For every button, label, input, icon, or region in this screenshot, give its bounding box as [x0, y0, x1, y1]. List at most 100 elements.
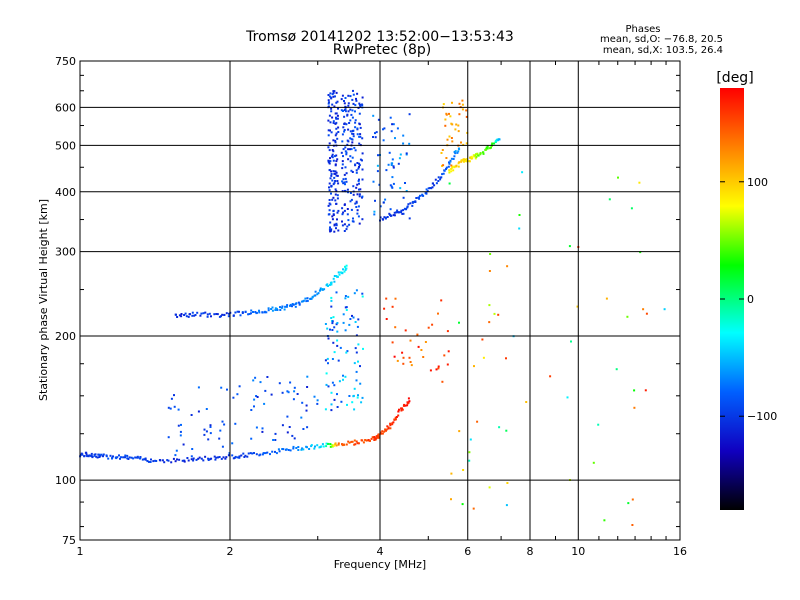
scatter-point [383, 127, 386, 130]
scatter-point [395, 211, 398, 214]
scatter-point [474, 157, 477, 160]
scatter-point [361, 178, 364, 181]
scatter-point [342, 178, 345, 181]
scatter-point [347, 148, 350, 151]
scatter-point [497, 313, 500, 316]
scatter-point [444, 124, 447, 127]
scatter-point [383, 216, 386, 219]
scatter-point [270, 393, 273, 396]
scatter-point [334, 180, 337, 182]
scatter-point [443, 354, 446, 357]
scatter-point [470, 157, 473, 160]
scatter-point [346, 225, 349, 228]
scatter-point [351, 171, 354, 173]
scatter-point [420, 349, 423, 351]
scatter-point [376, 170, 379, 173]
scatter-point [190, 455, 193, 458]
scatter-point [179, 434, 182, 437]
scatter-point [336, 100, 339, 103]
scatter-point [347, 102, 350, 105]
scatter-point [361, 195, 364, 198]
scatter-point [357, 205, 360, 208]
scatter-point [297, 449, 300, 451]
scatter-point [374, 437, 377, 440]
scatter-point [169, 407, 172, 410]
scatter-point [343, 443, 346, 446]
scatter-point [351, 141, 354, 144]
scatter-point [391, 186, 394, 189]
y-axis-label: Stationary phase Virtual Height [km] [37, 199, 50, 401]
scatter-point [464, 159, 466, 162]
scatter-point [354, 347, 357, 350]
scatter-point [344, 265, 346, 268]
scatter-point [96, 456, 99, 459]
scatter-point [344, 375, 347, 378]
scatter-point [352, 220, 355, 223]
scatter-point [341, 163, 344, 166]
scatter-point [525, 401, 528, 403]
scatter-point [286, 415, 289, 418]
scatter-point [231, 442, 234, 445]
scatter-point [372, 114, 375, 117]
scatter-point [144, 457, 147, 460]
scatter-point [355, 370, 358, 373]
scatter-point [375, 131, 378, 134]
scatter-point [347, 104, 350, 107]
scatter-point [347, 110, 350, 113]
scatter-point [488, 304, 491, 307]
scatter-point [328, 95, 331, 98]
scatter-point [597, 423, 600, 426]
scatter-point [452, 169, 455, 172]
scatter-point [267, 307, 270, 310]
scatter-point [124, 454, 127, 457]
scatter-point [236, 393, 239, 396]
scatter-point [373, 210, 376, 213]
scatter-point [334, 139, 337, 142]
scatter-point [644, 389, 647, 392]
scatter-point [271, 450, 274, 453]
scatter-point [251, 452, 254, 455]
scatter-point [373, 213, 376, 216]
scatter-point [266, 451, 269, 454]
scatter-point [374, 136, 377, 139]
y-tick-label: 500 [55, 139, 76, 152]
scatter-point [224, 457, 227, 460]
scatter-point [305, 300, 308, 303]
scatter-point [356, 127, 359, 130]
scatter-point [336, 218, 338, 221]
scatter-point [374, 199, 376, 202]
scatter-point [244, 310, 247, 313]
scatter-point [344, 268, 347, 271]
scatter-point [354, 104, 357, 107]
scatter-point [225, 456, 228, 459]
scatter-point [334, 122, 337, 125]
y-tick-label: 750 [55, 55, 76, 68]
scatter-point [250, 309, 253, 312]
scatter-point [357, 343, 360, 346]
scatter-point [356, 396, 359, 399]
scatter-point [345, 351, 348, 354]
scatter-point [348, 441, 351, 444]
scatter-point [167, 406, 170, 409]
scatter-point [343, 129, 346, 131]
scatter-point [239, 314, 242, 317]
scatter-point [286, 431, 289, 434]
scatter-point [207, 459, 210, 461]
scatter-point [505, 504, 508, 507]
scatter-point [243, 456, 246, 458]
scatter-point [396, 209, 399, 212]
x-tick-label: 4 [377, 545, 384, 558]
scatter-point [188, 313, 191, 316]
scatter-point [319, 287, 322, 290]
scatter-point [645, 312, 648, 315]
scatter-point [296, 393, 299, 395]
scatter-point [448, 182, 451, 185]
scatter-point [166, 459, 169, 462]
scatter-point [136, 456, 139, 459]
scatter-point [187, 459, 190, 462]
scatter-point [327, 129, 330, 132]
scatter-point [313, 395, 316, 398]
scatter-point [432, 182, 434, 185]
scatter-point [289, 449, 292, 452]
scatter-point [329, 177, 332, 180]
